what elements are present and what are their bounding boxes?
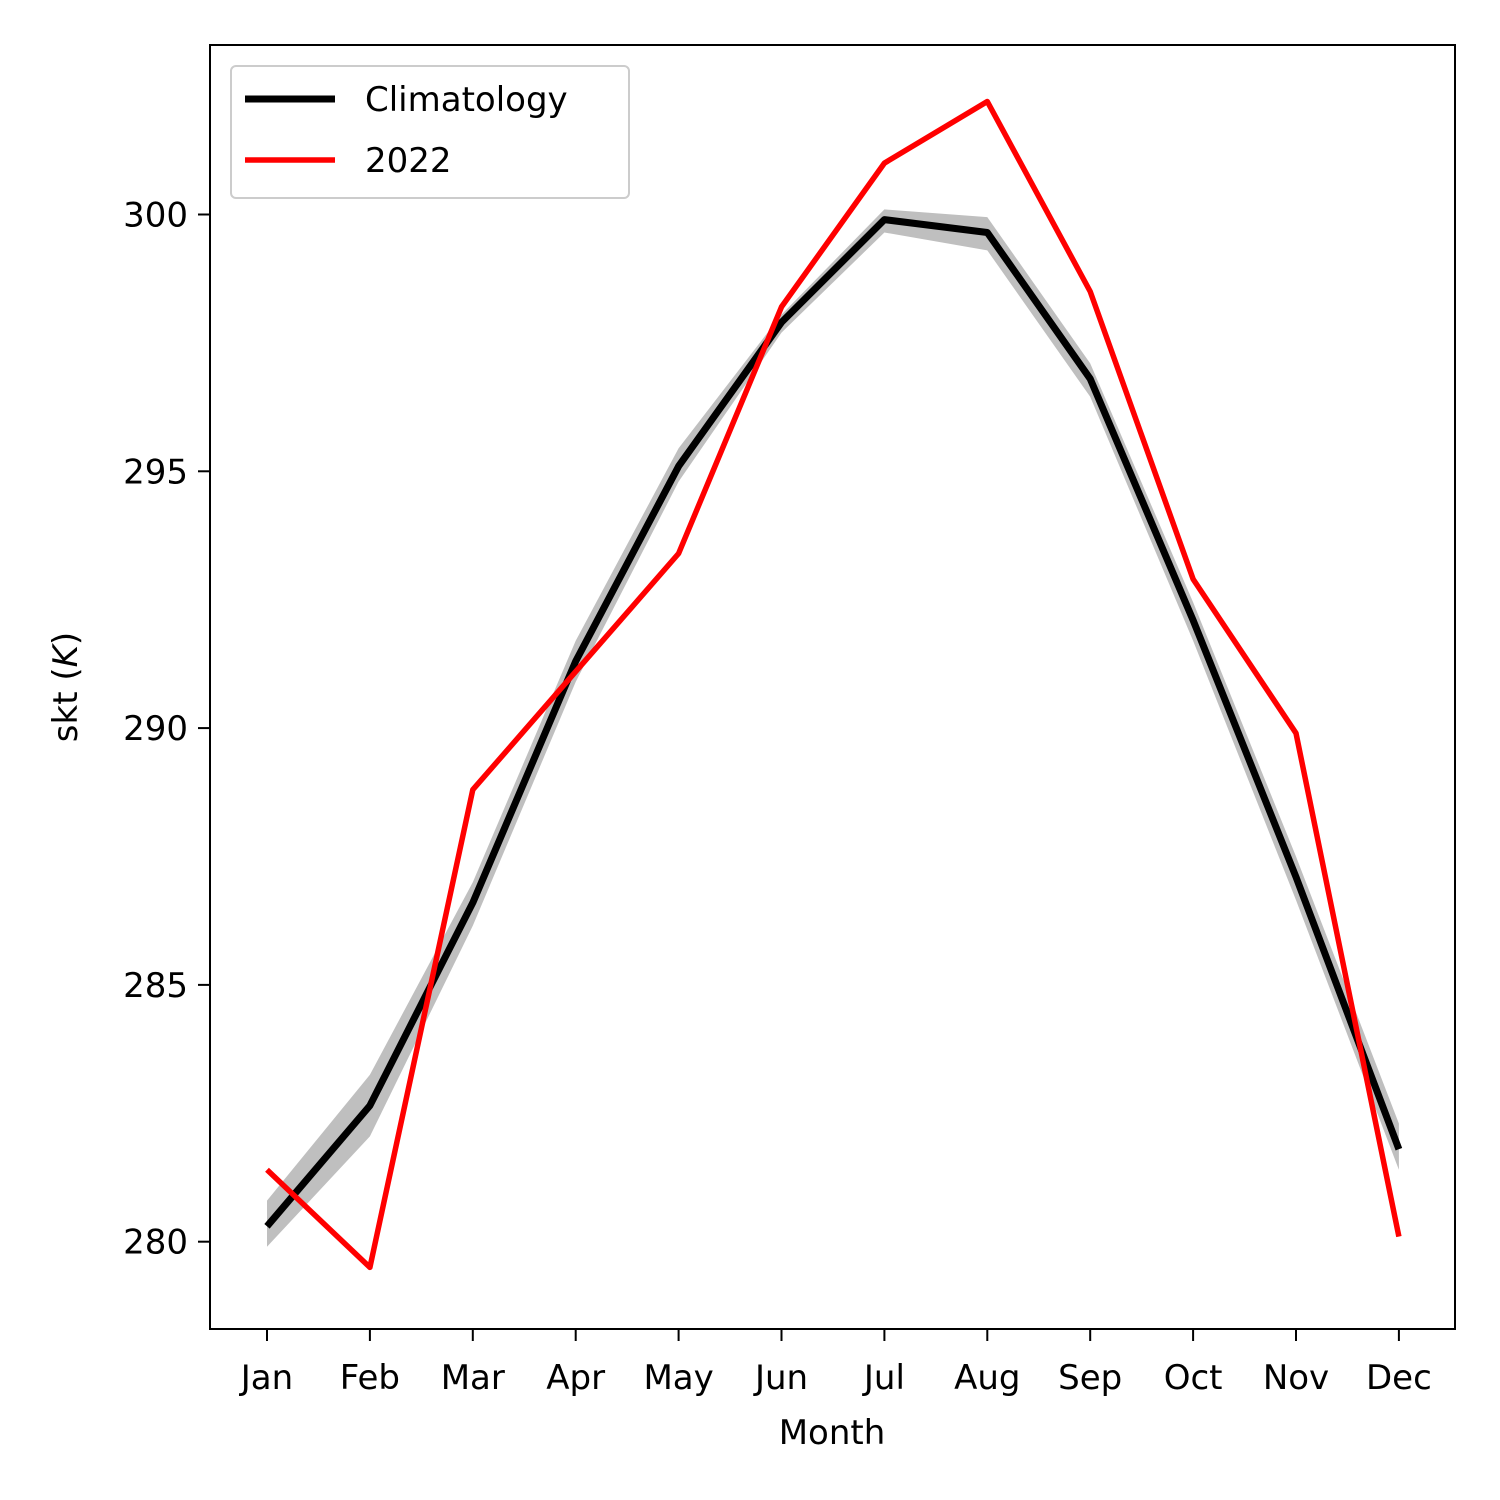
y-tick-label: 300 xyxy=(123,195,188,235)
axes-frame xyxy=(209,44,1456,1330)
x-tick-label: Mar xyxy=(441,1358,505,1398)
x-tick-label: Aug xyxy=(954,1358,1020,1398)
y-tick-label: 280 xyxy=(123,1223,188,1263)
y-axis-label-unit: K xyxy=(46,642,86,667)
y-axis-label-close: ) xyxy=(46,632,86,645)
y-axis-label: skt (K) xyxy=(46,632,86,742)
series-line-2022 xyxy=(265,98,1402,1271)
x-tick-label: Jul xyxy=(862,1358,905,1398)
y-tick-label: 285 xyxy=(123,966,188,1006)
y-tick-label: 290 xyxy=(123,709,188,749)
x-tick-label: Apr xyxy=(546,1358,605,1398)
legend-label-2022: 2022 xyxy=(365,141,452,181)
x-tick-label: Nov xyxy=(1263,1358,1329,1398)
x-tick-label: May xyxy=(643,1358,713,1398)
x-tick-label: Feb xyxy=(340,1358,400,1398)
x-axis: Jan Feb Mar Apr May Jun Jul Aug Sep Oct Nov Dec xyxy=(239,1329,1432,1398)
legend-label-climatology: Climatology xyxy=(365,80,568,120)
x-tick-label: Oct xyxy=(1164,1358,1223,1398)
series-line-climatology xyxy=(264,216,1403,1229)
y-tick-label: 295 xyxy=(123,452,188,492)
x-tick-label: Sep xyxy=(1058,1358,1122,1398)
plot-area xyxy=(264,98,1403,1271)
x-tick-label: Jan xyxy=(239,1358,293,1398)
y-axis: 280 285 290 295 300 xyxy=(123,195,210,1263)
y-axis-label-text: skt ( xyxy=(46,667,86,742)
legend: Climatology 2022 xyxy=(230,65,630,199)
x-tick-label: Dec xyxy=(1366,1358,1432,1398)
x-axis-label: Month xyxy=(779,1413,886,1453)
x-tick-label: Jun xyxy=(753,1358,808,1398)
